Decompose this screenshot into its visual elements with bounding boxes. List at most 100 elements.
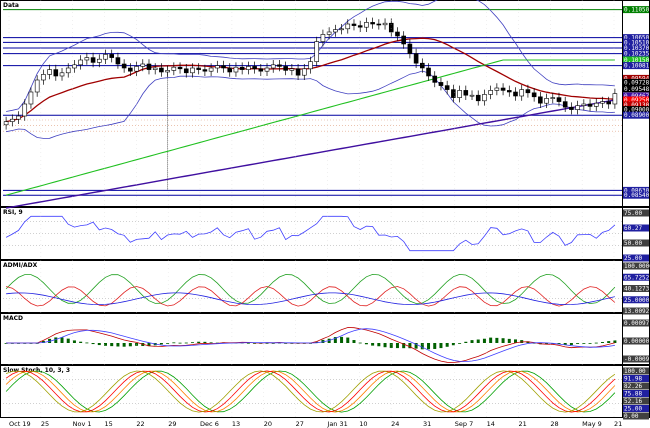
- candle-body: [134, 66, 139, 72]
- osc-label-bg: [623, 262, 649, 270]
- macd-hist-bar: [582, 343, 586, 344]
- stoch-panel-title: Slow Stoch, 10, 3, 3: [3, 367, 70, 374]
- macd-label: 0.00097: [624, 320, 650, 327]
- candle-body: [314, 41, 320, 62]
- macd-hist-bar: [116, 343, 120, 347]
- candle-body: [575, 105, 580, 110]
- candle-body: [10, 118, 15, 122]
- price-label: 0.08900: [624, 112, 650, 119]
- osc-label-bg: [623, 390, 649, 397]
- macd-hist-bar: [364, 343, 368, 345]
- macd-hist-bar: [402, 343, 406, 349]
- macd-hist-bar: [439, 343, 443, 349]
- candle-body: [444, 85, 450, 90]
- x-tick-label: 27: [296, 420, 304, 428]
- candle-body: [190, 67, 195, 74]
- stoch-line-2: [5, 370, 616, 413]
- candle-body: [121, 63, 127, 69]
- candle-body: [78, 59, 83, 66]
- price-label-bg: [623, 111, 649, 119]
- price-label-bg: [623, 74, 649, 82]
- candle-body: [587, 103, 593, 107]
- candle-body: [407, 43, 413, 54]
- candle-body: [128, 67, 133, 72]
- candle-body: [3, 121, 9, 126]
- candle-body: [140, 63, 146, 67]
- bollinger-lower: [6, 70, 615, 139]
- candle-body: [382, 22, 388, 26]
- candle-body: [115, 57, 121, 65]
- osc-label: 91.98: [624, 376, 642, 383]
- candle-body: [463, 90, 469, 96]
- candle-body: [538, 96, 543, 104]
- macd-label-bg: [623, 337, 649, 345]
- osc-label: 40.1273: [624, 286, 650, 293]
- macd-panel-title: MACD: [3, 315, 23, 322]
- candle-body: [581, 103, 587, 106]
- macd-hist-bar: [203, 341, 207, 343]
- macd-hist-bar: [476, 339, 480, 343]
- macd-hist-bar: [79, 341, 83, 343]
- macd-hist-bar: [60, 337, 64, 343]
- candle-body: [345, 23, 351, 30]
- osc-label-bg: [623, 273, 649, 281]
- macd-hist-bar: [482, 338, 486, 343]
- adx-blue-line: [6, 292, 615, 306]
- macd-hist-bar: [433, 343, 437, 349]
- macd-panel: [0, 313, 650, 365]
- price-plot: 0.11050 0.106500.105100.103700.102350.101…: [3, 0, 650, 209]
- macd-hist-bar: [420, 343, 424, 350]
- x-tick-label: Jan 31: [326, 420, 347, 428]
- price-label-bg: [623, 92, 649, 100]
- x-tick-label: 21: [614, 420, 622, 428]
- candle-body: [413, 53, 419, 64]
- price-label: 0.09728: [624, 79, 650, 86]
- osc-label: 0.00: [624, 413, 639, 420]
- candle-body: [506, 90, 512, 93]
- candle-body: [308, 61, 313, 70]
- macd-hist-bar: [458, 343, 462, 344]
- price-label-bg: [623, 34, 649, 42]
- candle-body: [333, 29, 338, 33]
- macd-hist-bar: [66, 338, 70, 343]
- osc-label: 50.00: [624, 240, 642, 247]
- candle-body: [84, 57, 90, 61]
- macd-hist-bar: [271, 343, 275, 344]
- macd-hist-bar: [408, 343, 412, 349]
- macd-signal-line: [6, 328, 615, 363]
- osc-label-bg: [623, 382, 649, 390]
- candle-body: [376, 23, 382, 26]
- macd-hist-bar: [197, 341, 201, 343]
- price-label: 0.11050: [624, 7, 650, 14]
- candle-body: [34, 79, 40, 93]
- osc-label-bg: [623, 224, 649, 232]
- macd-hist-bar: [414, 343, 418, 349]
- x-tick-label: 14: [487, 420, 495, 428]
- rsi-plot: 75.00 60.27 50.00 25.00: [3, 209, 649, 262]
- candle-body: [41, 74, 46, 81]
- candle-body: [432, 75, 438, 83]
- candle-body: [451, 89, 456, 98]
- macd-hist-bar: [613, 340, 617, 343]
- macd-hist-bar: [489, 337, 493, 343]
- stoch-line-3: [5, 370, 616, 413]
- candle-body: [239, 66, 245, 70]
- candle-body: [500, 87, 506, 91]
- osc-label-bg: [623, 239, 649, 247]
- adx-green-line: [5, 273, 616, 305]
- candle-body: [103, 54, 108, 60]
- price-label-bg: [623, 56, 649, 64]
- candle-body: [556, 97, 562, 102]
- candle-body: [146, 63, 152, 70]
- price-label: 0.09548: [624, 86, 650, 93]
- macd-hist-bar: [104, 343, 107, 346]
- macd-hist-bar: [464, 341, 468, 343]
- ma-mid-line: [5, 59, 615, 196]
- x-tick-label: 25: [41, 420, 49, 428]
- candle-body: [420, 62, 425, 69]
- candle-body: [202, 69, 208, 72]
- candle-body: [569, 106, 574, 110]
- candle-body: [531, 92, 537, 98]
- osc-label-bg: [623, 307, 649, 315]
